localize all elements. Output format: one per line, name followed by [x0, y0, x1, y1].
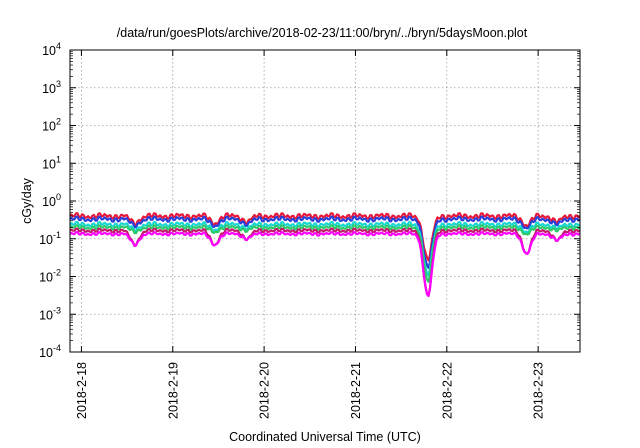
y-tick-label: 10-3 — [39, 305, 61, 322]
series-line-3 — [69, 221, 581, 277]
y-axis: 10-4 10-3 10-2 10-1 100 101 102 103 104 — [39, 41, 580, 360]
chart-title: /data/run/goesPlots/archive/2018-02-23/1… — [117, 26, 528, 40]
x-tick-label: 2018-2-23 — [532, 362, 546, 419]
x-axis: 2018-2-18 2018-2-19 2018-2-20 2018-2-21 2018… — [75, 50, 546, 419]
x-tick-label: 2018-2-19 — [166, 362, 180, 419]
x-tick-label: 2018-2-20 — [258, 362, 272, 419]
series-line-2 — [69, 215, 581, 269]
y-tick-label: 10-2 — [39, 268, 61, 285]
y-tick-label: 104 — [42, 41, 61, 58]
x-tick-label: 2018-2-18 — [75, 362, 89, 419]
y-tick-label: 102 — [42, 117, 61, 134]
y-tick-label: 101 — [42, 154, 61, 171]
y-tick-label: 10-4 — [39, 343, 61, 360]
series-line-4 — [69, 224, 581, 283]
y-tick-label: 10-1 — [39, 230, 61, 247]
y-axis-label: cGy/day — [20, 177, 34, 224]
series-line-6 — [69, 231, 581, 297]
grid-lines — [70, 50, 580, 352]
series-line-5 — [69, 227, 581, 297]
y-tick-label: 103 — [42, 79, 61, 96]
y-tick-label: 100 — [42, 192, 61, 209]
x-tick-label: 2018-2-22 — [440, 362, 454, 419]
x-tick-label: 2018-2-21 — [349, 362, 363, 419]
x-axis-label: Coordinated Universal Time (UTC) — [229, 430, 421, 444]
series-lines — [69, 212, 581, 297]
series-line-1 — [69, 212, 581, 262]
